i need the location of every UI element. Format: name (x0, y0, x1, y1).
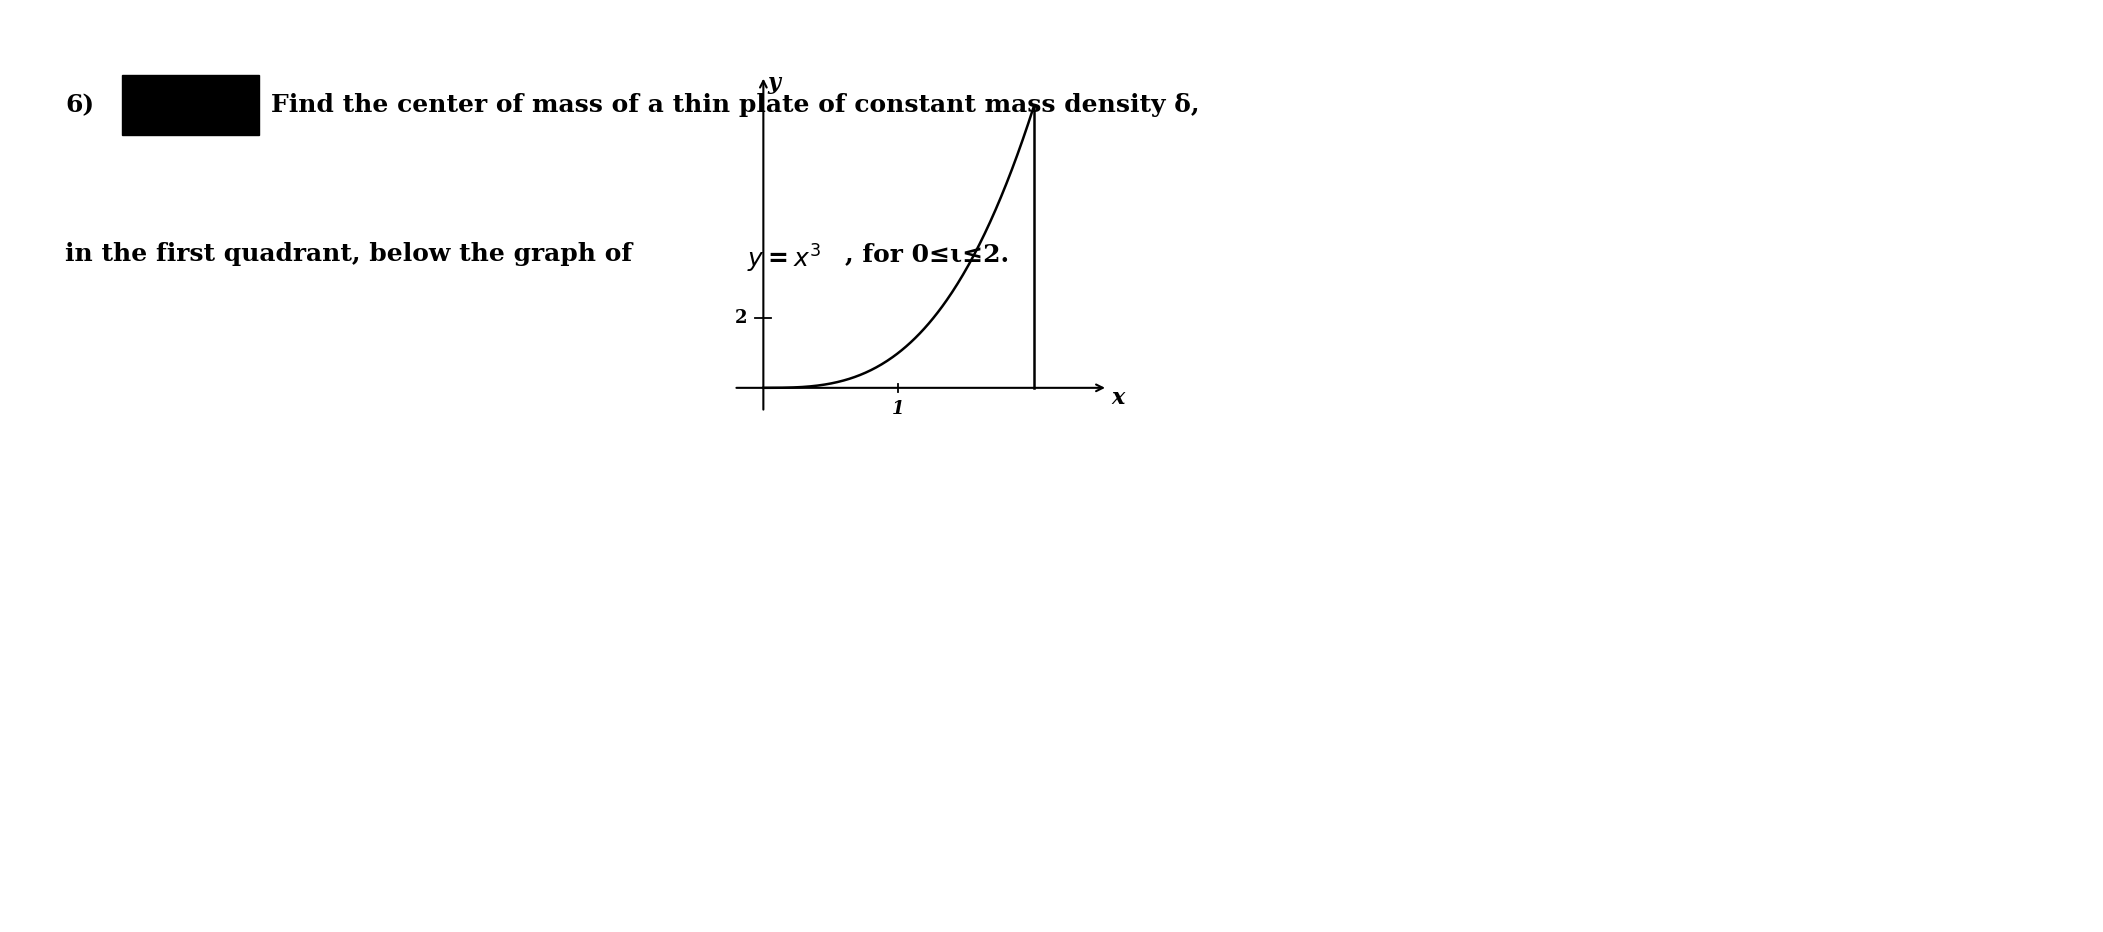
Text: Find the center of mass of a thin plate of constant mass density δ,: Find the center of mass of a thin plate … (271, 93, 1201, 117)
Text: 2: 2 (734, 308, 747, 327)
Text: $\boldsymbol{\mathit{y}=\mathit{x}^3}$: $\boldsymbol{\mathit{y}=\mathit{x}^3}$ (747, 242, 820, 275)
Text: in the first quadrant, below the graph of: in the first quadrant, below the graph o… (65, 242, 641, 267)
Text: x: x (1112, 388, 1125, 409)
Text: 6): 6) (65, 93, 95, 117)
Text: 1: 1 (892, 400, 904, 418)
Text: y: y (768, 73, 780, 94)
Bar (122, 75, 259, 135)
Text: , for 0≤ι≤2.: , for 0≤ι≤2. (845, 242, 1009, 267)
